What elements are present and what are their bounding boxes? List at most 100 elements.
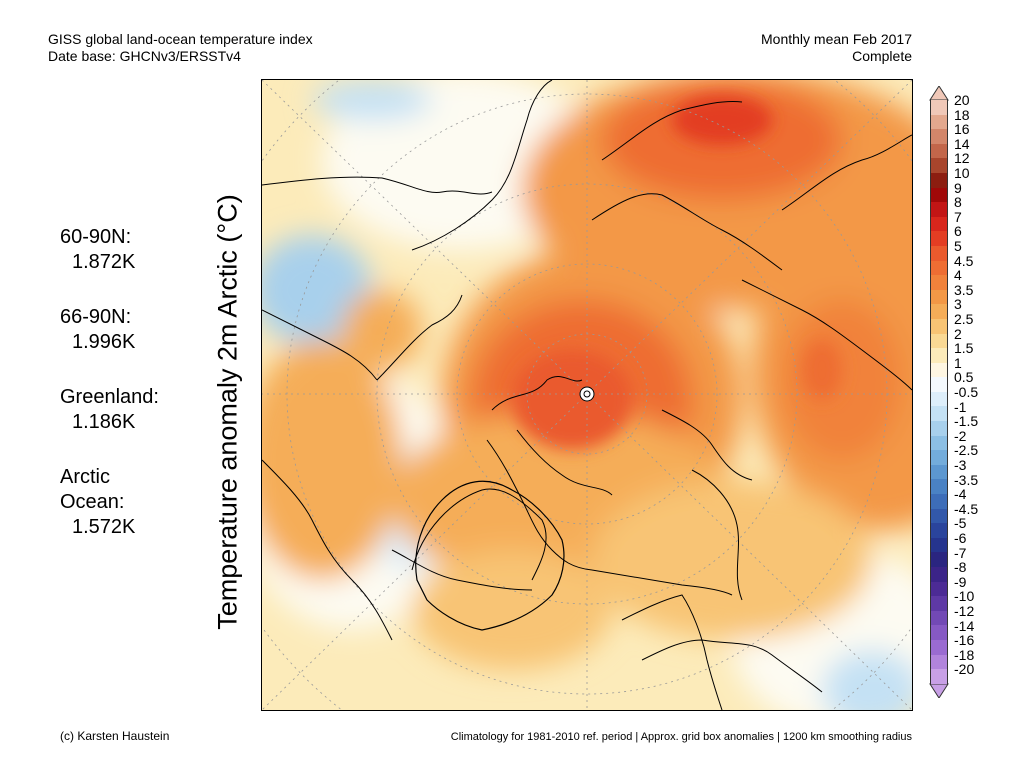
map-svg bbox=[262, 80, 912, 710]
colorbar-label: 1 bbox=[954, 354, 962, 371]
colorbar-label: 20 bbox=[954, 92, 970, 108]
colorbar-label: 14 bbox=[954, 135, 970, 152]
colorbar-label: 2 bbox=[954, 325, 962, 342]
colorbar-segment bbox=[930, 100, 948, 115]
colorbar-segment bbox=[930, 654, 948, 670]
colorbar-label: -16 bbox=[954, 632, 975, 649]
colorbar-label: 7 bbox=[954, 208, 962, 225]
colorbar-label: -2 bbox=[954, 427, 967, 444]
stat-arctic-ocean: Arctic Ocean: 1.572K bbox=[60, 465, 159, 540]
colorbar-label: -5 bbox=[954, 515, 967, 532]
stat-value: 1.186K bbox=[72, 411, 136, 433]
colorbar-label: 3.5 bbox=[954, 281, 974, 298]
colorbar bbox=[930, 100, 948, 684]
colorbar-label: 12 bbox=[954, 150, 970, 167]
colorbar-label: -1 bbox=[954, 398, 967, 415]
colorbar-segment bbox=[930, 187, 948, 203]
stat-label: Greenland: bbox=[60, 386, 159, 408]
colorbar-segment bbox=[930, 435, 948, 451]
regional-stats: 60-90N: 1.872K 66-90N: 1.996K Greenland:… bbox=[60, 225, 159, 570]
title-line2: Date base: GHCNv3/ERSSTv4 bbox=[48, 48, 241, 64]
colorbar-segment bbox=[930, 537, 948, 553]
period-line1: Monthly mean Feb 2017 bbox=[761, 31, 912, 47]
colorbar-label: -7 bbox=[954, 544, 967, 561]
colorbar-segment bbox=[930, 333, 948, 349]
colorbar-segment bbox=[930, 362, 948, 378]
colorbar-label: -3 bbox=[954, 457, 967, 473]
method-note: Climatology for 1981-2010 ref. period | … bbox=[450, 731, 912, 743]
colorbar-segment bbox=[930, 129, 948, 144]
y-axis-label: Temperature anomaly 2m Arctic (°C) bbox=[212, 194, 243, 630]
colorbar-segment bbox=[930, 494, 948, 509]
stat-value: 1.996K bbox=[72, 331, 136, 353]
colorbar-segment bbox=[930, 304, 948, 319]
colorbar-label: 9 bbox=[954, 179, 962, 196]
stat-greenland: Greenland: 1.186K bbox=[60, 385, 159, 435]
period-line2: Complete bbox=[852, 48, 912, 64]
colorbar-segment bbox=[930, 464, 948, 480]
colorbar-segment bbox=[930, 406, 948, 422]
title-line1: GISS global land-ocean temperature index bbox=[48, 31, 313, 47]
colorbar-label: 1.5 bbox=[954, 340, 974, 357]
colorbar-segment bbox=[930, 421, 948, 436]
graticule bbox=[262, 80, 912, 710]
colorbar-label: -12 bbox=[954, 603, 975, 619]
colorbar-label: 5 bbox=[954, 238, 962, 254]
colorbar-label: 6 bbox=[954, 223, 962, 240]
north-pole-dot bbox=[583, 390, 591, 398]
colorbar-label: -9 bbox=[954, 573, 967, 590]
north-pole-marker bbox=[579, 386, 595, 402]
colorbar-segment bbox=[930, 450, 948, 465]
coastlines bbox=[262, 80, 912, 710]
colorbar-segment bbox=[930, 318, 948, 334]
stat-label: 60-90N: bbox=[60, 226, 132, 248]
colorbar-label: 4.5 bbox=[954, 252, 974, 269]
stat-label: Arctic Ocean: bbox=[60, 466, 125, 513]
colorbar-label: -6 bbox=[954, 530, 967, 546]
colorbar-bottom-arrow bbox=[929, 683, 949, 698]
colorbar-segment bbox=[930, 275, 948, 290]
colorbar-label: -3.5 bbox=[954, 471, 979, 488]
colorbar-segment bbox=[930, 216, 948, 232]
colorbar-label: 4 bbox=[954, 267, 962, 284]
colorbar-label: -4.5 bbox=[954, 500, 979, 517]
colorbar-segment bbox=[930, 377, 948, 392]
colorbar-segment bbox=[930, 523, 948, 538]
colorbar-segment bbox=[930, 581, 948, 597]
colorbar-label: -8 bbox=[954, 559, 967, 576]
colorbar-label: -1.5 bbox=[954, 413, 979, 430]
colorbar-label: -20 bbox=[954, 661, 975, 678]
colorbar-segment bbox=[930, 596, 948, 611]
stat-value: 1.572K bbox=[72, 516, 136, 538]
colorbar-label: -2.5 bbox=[954, 442, 979, 459]
credit: (c) Karsten Haustein bbox=[60, 729, 170, 743]
colorbar-segment bbox=[930, 114, 948, 130]
colorbar-segment bbox=[930, 260, 948, 276]
polar-anomaly-map bbox=[261, 79, 913, 711]
colorbar-segment bbox=[930, 639, 948, 655]
anomaly-field bbox=[262, 80, 912, 710]
stat-60-90n: 60-90N: 1.872K bbox=[60, 225, 159, 275]
colorbar-label: -4 bbox=[954, 486, 967, 503]
colorbar-segment bbox=[930, 669, 948, 684]
colorbar-segment bbox=[930, 202, 948, 217]
title-block: GISS global land-ocean temperature index… bbox=[48, 31, 313, 65]
colorbar-segment bbox=[930, 567, 948, 582]
stat-label: 66-90N: bbox=[60, 306, 132, 328]
period-block: Monthly mean Feb 2017 Complete bbox=[761, 31, 912, 65]
colorbar-segment bbox=[930, 245, 948, 261]
colorbar-segment bbox=[930, 508, 948, 524]
colorbar-segment bbox=[930, 552, 948, 567]
colorbar-segment bbox=[930, 172, 948, 188]
colorbar-label: 8 bbox=[954, 194, 962, 211]
colorbar-label: 16 bbox=[954, 121, 970, 138]
colorbar-segment bbox=[930, 479, 948, 495]
colorbar-label: 2.5 bbox=[954, 311, 974, 327]
colorbar-label: -14 bbox=[954, 617, 975, 634]
colorbar-segment bbox=[930, 625, 948, 640]
colorbar-label: -0.5 bbox=[954, 384, 979, 400]
colorbar-segment bbox=[930, 231, 948, 246]
colorbar-segment bbox=[930, 289, 948, 305]
colorbar-label: 10 bbox=[954, 165, 970, 181]
colorbar-label: -10 bbox=[954, 588, 975, 605]
